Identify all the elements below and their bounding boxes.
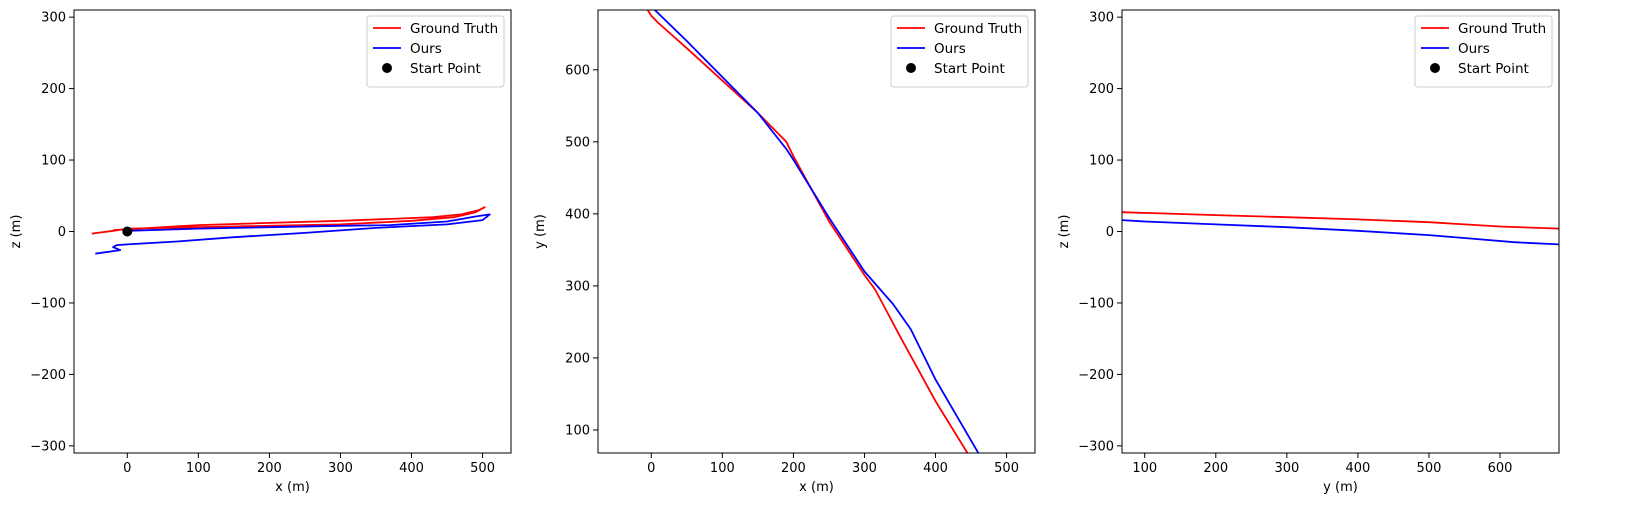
x-tick-label: 100 [710,461,735,476]
series-line-ours [95,213,491,255]
x-tick-label: 400 [399,461,424,476]
x-tick-label: 200 [257,461,282,476]
legend-label: Start Point [934,61,1005,77]
x-tick-label: 500 [470,461,495,476]
axes-frame [597,9,1036,454]
x-tick-label: 400 [1345,461,1370,476]
y-tick-label: 400 [565,207,590,222]
chart-panel-2: 0 100 200 300 400 500 100 200 300 400 500 600 x (m) y… [533,9,1036,495]
legend-label: Ground Truth [934,21,1022,37]
x-tick-label: 300 [328,461,353,476]
y-tick-label: −100 [30,296,66,311]
x-tick-label: 0 [647,461,655,476]
legend-marker-start-point [1430,63,1440,73]
series-line-ground-truth [646,10,969,453]
y-axis-label: z (m) [1057,215,1072,249]
y-tick-label: −300 [1078,439,1114,454]
x-tick-label: 300 [1274,461,1299,476]
legend: Ground Truth Ours Start Point [366,15,505,88]
chart-panel-3: 100 200 300 400 500 600 −300 −200 −100 0 100 200 300… [1057,9,1560,495]
x-tick-label: 100 [1132,461,1157,476]
plot-area [1122,211,1559,246]
y-tick-label: 200 [1089,82,1114,97]
x-tick-label: 400 [923,461,948,476]
legend: Ground Truth Ours Start Point [890,15,1029,88]
x-axis-label: x (m) [799,480,834,495]
x-tick-label: 300 [852,461,877,476]
y-tick-label: 200 [41,82,66,97]
y-tick-label: −100 [1078,296,1114,311]
legend-box [1414,15,1553,88]
legend-label: Ours [1458,41,1490,57]
legend-box [366,15,505,88]
y-tick-label: 0 [58,225,66,240]
legend: Ground Truth Ours Start Point [1414,15,1553,88]
series-line-ground-truth [1122,211,1559,230]
series-line-ours [654,10,980,453]
plot-area [91,206,491,255]
x-tick-label: 600 [1488,461,1513,476]
series-line-ours [1122,219,1559,246]
y-tick-label: 300 [41,11,66,26]
legend-marker-start-point [906,63,916,73]
y-tick-label: −300 [30,439,66,454]
y-tick-label: 0 [1106,225,1114,240]
legend-box [890,15,1029,88]
y-tick-label: 200 [565,351,590,366]
x-axis-label: y (m) [1323,480,1358,495]
y-tick-label: 100 [41,154,66,169]
y-tick-label: 300 [1089,11,1114,26]
legend-label: Ground Truth [410,21,498,37]
y-tick-label: −200 [30,368,66,383]
chart-panel-1: 0 100 200 300 400 500 −300 −200 −100 0 100 200 300 x … [9,9,512,495]
legend-label: Start Point [410,61,481,77]
y-tick-label: 500 [565,135,590,150]
x-tick-label: 200 [1203,461,1228,476]
y-tick-label: 100 [565,423,590,438]
legend-marker-start-point [382,63,392,73]
legend-label: Start Point [1458,61,1529,77]
x-tick-label: 200 [781,461,806,476]
x-axis-label: x (m) [275,480,310,495]
legend-label: Ours [934,41,966,57]
start-point-marker [122,226,133,237]
y-axis-label: y (m) [533,214,548,249]
plot-area [646,10,980,453]
x-tick-label: 500 [994,461,1019,476]
y-tick-label: 600 [565,63,590,78]
x-tick-label: 0 [123,461,131,476]
y-tick-label: −200 [1078,368,1114,383]
series-line-ground-truth [91,206,486,235]
x-tick-label: 100 [186,461,211,476]
legend-label: Ground Truth [1458,21,1546,37]
y-axis-label: z (m) [9,215,24,249]
y-tick-label: 300 [565,279,590,294]
y-tick-label: 100 [1089,154,1114,169]
x-tick-label: 500 [1417,461,1442,476]
legend-label: Ours [410,41,442,57]
